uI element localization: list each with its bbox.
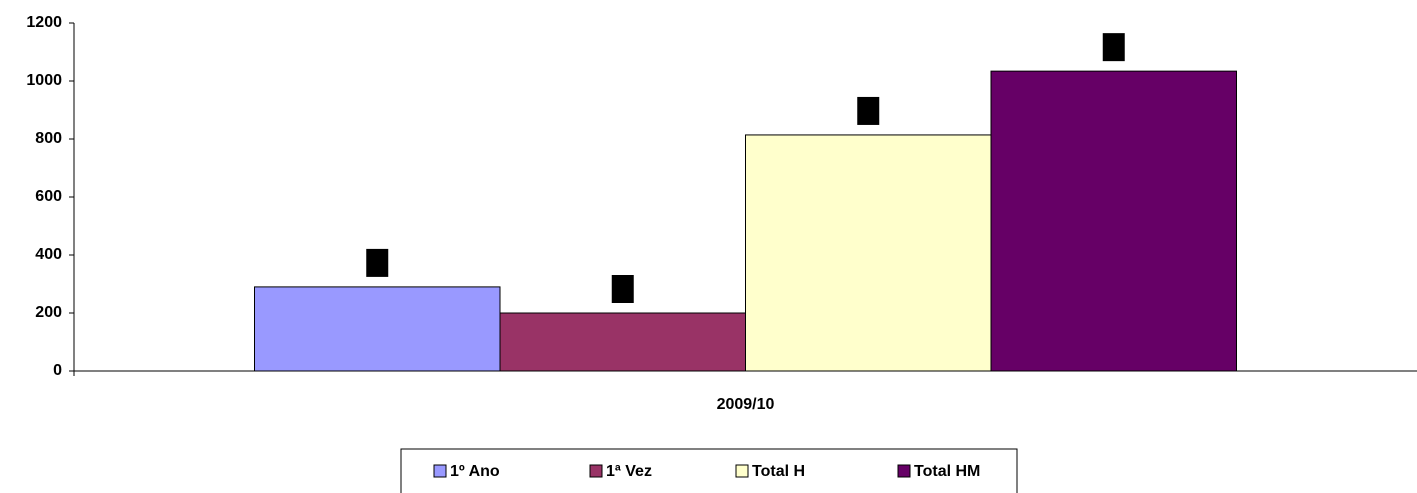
legend-swatch: [735, 464, 749, 478]
y-tick-label: 800: [35, 130, 62, 147]
value-label-box: [611, 275, 634, 303]
bar: [745, 134, 992, 372]
value-label-box: [857, 96, 880, 125]
bar: [254, 286, 501, 372]
bar: [499, 312, 746, 372]
legend-label: Total HM: [914, 463, 980, 480]
y-tick-label: 600: [35, 188, 62, 205]
legend-swatch: [897, 464, 911, 478]
y-tick-label: 1200: [26, 14, 62, 31]
legend-swatch: [589, 464, 603, 478]
y-tick-label: 0: [53, 362, 62, 379]
x-tick-label: 2009/10: [717, 396, 775, 413]
y-tick-label: 400: [35, 246, 62, 263]
y-tick-label: 200: [35, 304, 62, 321]
value-label-box: [366, 248, 389, 277]
legend-box: [400, 448, 1018, 493]
legend-swatch: [433, 464, 447, 478]
legend-label: Total H: [752, 463, 805, 480]
y-tick-label: 1000: [26, 72, 62, 89]
legend-label: 1º Ano: [450, 463, 500, 480]
value-label-box: [1102, 33, 1125, 62]
bar: [990, 70, 1237, 372]
legend-label: 1ª Vez: [606, 463, 652, 480]
